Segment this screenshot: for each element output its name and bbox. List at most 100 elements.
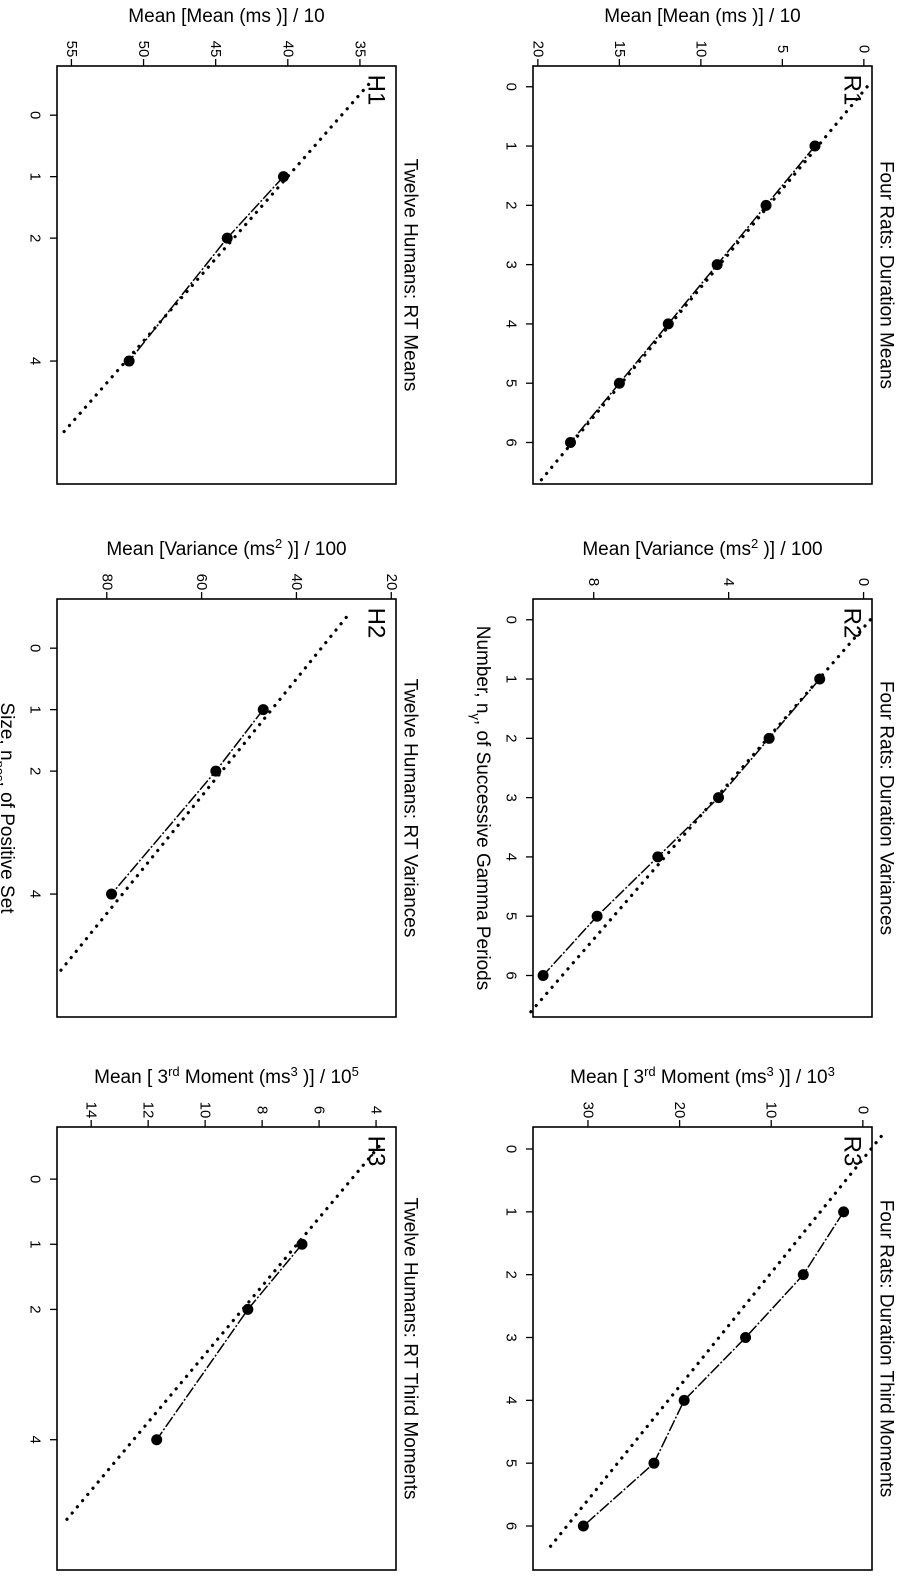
data-point: [123, 355, 135, 367]
data-line: [542, 678, 821, 977]
x-tick-label: 6: [503, 438, 520, 446]
y-tick-label: 40: [279, 41, 296, 58]
y-tick-label: 10: [197, 1102, 214, 1119]
x-tick-label: 1: [27, 1240, 44, 1248]
x-tick-label: 0: [27, 644, 44, 652]
y-tick-label: 0: [855, 45, 872, 53]
x-axis-label-part: Size, n: [0, 702, 18, 760]
panel-h1: 0 1 2 4 35 40 45 50 55 Mean [Mean (ms )] / 10 Twel…: [27, 6, 421, 485]
y-tick-label: 20: [529, 41, 546, 58]
y-axis-label-sup: 3: [767, 1064, 774, 1079]
x-tick-label: 1: [503, 142, 520, 150]
fit-line: [61, 1144, 381, 1527]
chart-title: Four Rats: Duration Variances: [876, 681, 897, 935]
y-tick-label: 55: [63, 41, 80, 58]
x-axis: 0 1 2 3 4 5 6: [503, 83, 533, 447]
y-tick-label: 50: [135, 41, 152, 58]
y-tick-label: 80: [98, 574, 115, 591]
chart-title: Twelve Humans: RT Third Moments: [400, 1198, 421, 1500]
x-tick-label: 6: [503, 1522, 520, 1530]
y-tick-label: 10: [692, 41, 709, 58]
x-tick-label: 0: [27, 1175, 44, 1183]
x-tick-label: 4: [27, 357, 44, 365]
y-axis-label: Mean [Variance (ms2 )] / 100: [582, 536, 822, 561]
y-axis-label-sup: rd: [644, 1064, 656, 1079]
x-axis: 0 1 2 3 4 5 6: [503, 616, 533, 980]
data-point: [760, 199, 772, 211]
x-tick-label: 1: [503, 675, 520, 683]
y-axis-label-sup: 3: [291, 1064, 298, 1079]
y-tick-label: 4: [368, 1106, 385, 1114]
x-axis-label-part: , of Positive Set: [0, 782, 18, 915]
x-tick-label: 4: [27, 890, 44, 898]
y-axis-label-sup: 3: [828, 1064, 835, 1079]
y-axis-label-sup: 2: [275, 536, 282, 551]
data-point: [151, 1434, 163, 1446]
y-tick-label: 60: [193, 574, 210, 591]
data-point: [613, 377, 625, 389]
chart-title: Twelve Humans: RT Means: [400, 159, 421, 392]
data-point: [648, 1457, 660, 1469]
fit-line: [56, 615, 348, 976]
y-axis: 0 5 10 15 20: [529, 41, 872, 66]
x-tick-label: 2: [27, 234, 44, 242]
y-tick-label: 0: [855, 578, 872, 586]
x-tick-label: 1: [503, 1208, 520, 1216]
y-axis: 20 40 60 80: [98, 574, 400, 599]
y-axis-label-sup: 2: [751, 536, 758, 551]
chart-title: Four Rats: Duration Means: [876, 161, 897, 389]
panel-r1: 0 1 2 3 4 5 6 0 5 10 15 20 Mean [Mean (ms )] / 10 Fou…: [503, 6, 897, 486]
x-axis: 0 1 2 4: [27, 111, 57, 365]
x-tick-label: 2: [503, 734, 520, 742]
data-point: [662, 318, 674, 330]
data-point: [809, 140, 821, 152]
data-point: [711, 259, 723, 271]
x-axis: 0 1 2 4: [27, 1175, 57, 1444]
panel-label: H2: [363, 608, 390, 639]
y-axis-label: Mean [Mean (ms )] / 10: [128, 6, 324, 27]
plot-frame: [532, 1126, 873, 1571]
y-axis-label: Mean [ 3rd Moment (ms3 )] / 103: [570, 1064, 835, 1089]
data-line: [582, 1211, 845, 1527]
y-axis-label-part: )] / 100: [282, 539, 346, 560]
data-point: [678, 1394, 690, 1406]
x-tick-label: 4: [503, 853, 520, 861]
y-axis-label-sup: rd: [168, 1064, 180, 1079]
plot-frame: [56, 598, 397, 1018]
y-axis-label-part: Mean [Variance (ms: [106, 539, 275, 560]
chart-title: Four Rats: Duration Third Moments: [876, 1200, 897, 1497]
y-tick-label: 10: [763, 1102, 780, 1119]
y-tick-label: 20: [671, 1102, 688, 1119]
data-point: [740, 1332, 752, 1344]
data-point: [838, 1206, 850, 1218]
x-tick-label: 4: [503, 1396, 520, 1404]
panel-label: H3: [363, 1136, 390, 1167]
y-axis-label-part: Moment (ms: [180, 1067, 291, 1088]
y-axis: 0 10 20 30: [579, 1102, 871, 1127]
x-tick-label: 2: [27, 767, 44, 775]
x-tick-label: 1: [27, 172, 44, 180]
x-tick-label: 1: [27, 705, 44, 713]
x-tick-label: 0: [503, 83, 520, 91]
data-point: [257, 704, 269, 716]
x-tick-label: 0: [503, 616, 520, 624]
x-axis-label-sub: pos: [0, 761, 7, 782]
y-axis-label-part: Mean [ 3: [94, 1067, 168, 1088]
plot-frame: [532, 598, 873, 1018]
y-tick-label: 0: [854, 1106, 871, 1114]
y-axis-label-part: Mean [ 3: [570, 1067, 644, 1088]
y-axis-label: Mean [Variance (ms2 )] / 100: [106, 536, 346, 561]
fit-line: [59, 82, 371, 437]
x-tick-label: 5: [503, 379, 520, 387]
data-point: [591, 910, 603, 922]
y-axis-label-part: Mean [Variance (ms: [582, 539, 751, 560]
data-point: [210, 765, 222, 777]
x-axis-label-part: Number, n: [473, 626, 494, 714]
x-tick-label: 4: [503, 320, 520, 328]
y-axis-label-part: )] / 100: [758, 539, 822, 560]
x-axis: 0 1 2 4: [27, 644, 57, 898]
chart-title: Twelve Humans: RT Variances: [400, 679, 421, 938]
y-axis-label-part: Moment (ms: [656, 1067, 767, 1088]
